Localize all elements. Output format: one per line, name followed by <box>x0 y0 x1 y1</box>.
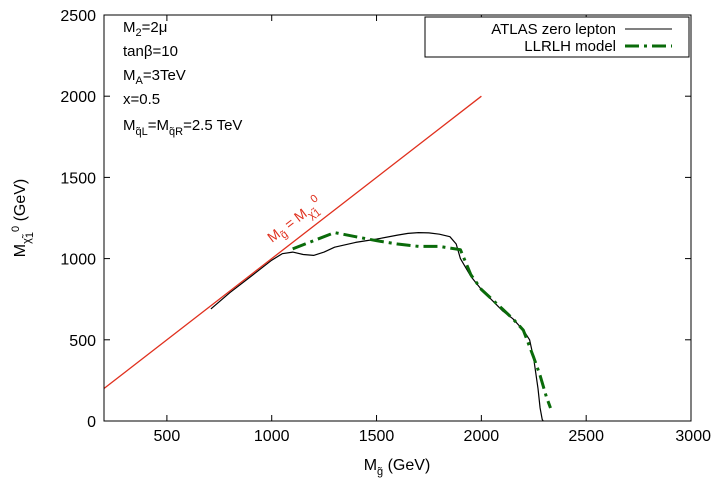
y-tick-label: 1000 <box>60 252 96 269</box>
y-tick-label: 2000 <box>60 89 96 106</box>
plot-lines <box>103 95 552 422</box>
param-x: x=0.5 <box>123 91 160 108</box>
x-tick-label: 500 <box>154 428 181 445</box>
x-tick-label: 2500 <box>568 428 604 445</box>
x-tick-label: 1500 <box>359 428 395 445</box>
legend-label-model: LLRLH model <box>524 38 616 55</box>
legend-label-atlas: ATLAS zero lepton <box>491 21 616 38</box>
y-tick-label: 2500 <box>60 8 96 25</box>
param-m2: M2=2μ <box>123 19 167 39</box>
param-tanbeta: tanβ=10 <box>123 43 178 60</box>
y-tick-label: 0 <box>87 414 96 431</box>
y-axis-label: Mχ̃10 (GeV) <box>10 179 36 257</box>
legend-box <box>424 16 690 58</box>
ticks: 500 1000 1500 2000 2500 3000 0 500 1000 1500 2000 2… <box>60 8 711 445</box>
x-tick-label: 3000 <box>675 428 711 445</box>
param-ma: MA=3TeV <box>123 67 186 87</box>
x-tick-label: 1000 <box>254 428 290 445</box>
legend: ATLAS zero lepton LLRLH model <box>424 16 690 58</box>
atlas-limit-line <box>210 232 544 422</box>
parameter-block: M2=2μ tanβ=10 MA=3TeV x=0.5 Mq̃L=Mq̃R=2.… <box>123 19 242 138</box>
diagonal-line <box>103 95 482 390</box>
y-tick-label: 500 <box>69 333 96 350</box>
y-tick-label: 1500 <box>60 170 96 187</box>
x-axis-label: Mg̃ (GeV) <box>364 457 431 478</box>
plot-frame <box>103 14 692 422</box>
x-tick-label: 2000 <box>464 428 500 445</box>
param-msquark: Mq̃L=Mq̃R=2.5 TeV <box>123 117 242 138</box>
llrlh-model-line <box>292 231 552 409</box>
